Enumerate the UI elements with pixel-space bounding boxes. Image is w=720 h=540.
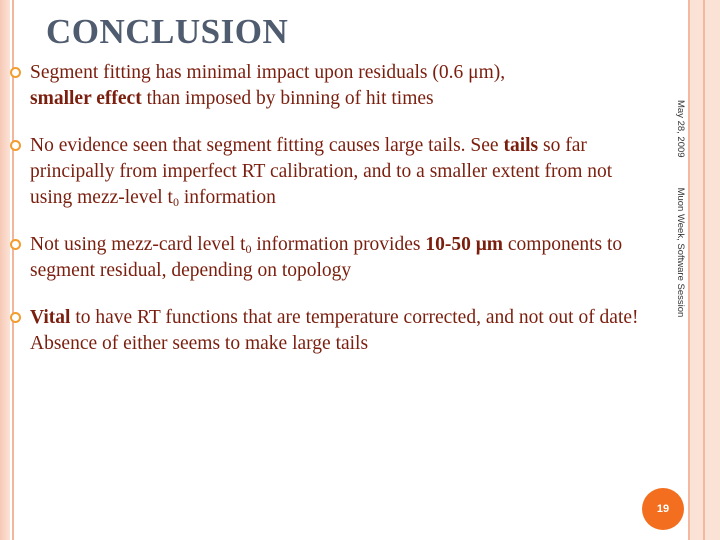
bullet-text: Segment fitting has minimal impact upon … — [30, 62, 506, 83]
footer-vertical-text: May 28, 2009 Muon Week, Software Session — [668, 100, 686, 370]
bullet-text: to have RT functions that are temperatur… — [30, 307, 639, 354]
bullet-text: No evidence seen that segment fitting ca… — [30, 135, 504, 156]
bullet-text: Not using mezz-card level t — [30, 234, 246, 255]
bullet-ring-icon — [10, 140, 21, 151]
bullet-text: components to segment residual, dependin… — [30, 234, 623, 281]
bullet-bold-text: Vital — [30, 307, 71, 328]
subscript: 0 — [245, 242, 252, 256]
bullet-bold-text: 10-50 μm — [425, 234, 504, 255]
bullet-ring-icon — [10, 312, 21, 323]
bullet-item: Vital to have RT functions that are temp… — [10, 305, 654, 357]
bullet-item: Segment fitting has minimal impact upon … — [10, 60, 654, 112]
right-border-line — [688, 0, 690, 540]
right-border-panel — [690, 0, 720, 540]
page-number-badge: 19 — [642, 488, 684, 530]
bullet-bold-text: smaller effect — [30, 88, 142, 109]
bullet-text: so far principally from imperfect RT cal… — [30, 135, 613, 208]
footer-date: May 28, 2009 — [675, 100, 686, 158]
slide-title: CONCLUSION — [46, 12, 289, 51]
left-border-line — [12, 0, 14, 540]
footer-event: Muon Week, Software Session — [675, 187, 686, 318]
subscript: 0 — [172, 195, 179, 209]
bullet-list: Segment fitting has minimal impact upon … — [10, 60, 654, 378]
right-border-line-inner — [703, 0, 705, 540]
bullet-item: No evidence seen that segment fitting ca… — [10, 133, 654, 211]
bullet-item: Not using mezz-card level t0 information… — [10, 232, 654, 284]
bullet-text: than imposed by binning of hit times — [141, 88, 434, 109]
bullet-ring-icon — [10, 239, 21, 250]
bullet-text: information — [178, 187, 276, 208]
bullet-bold-text: tails — [503, 135, 539, 156]
bullet-text: information provides — [251, 234, 426, 255]
bullet-ring-icon — [10, 67, 21, 78]
left-border-stripe — [0, 0, 10, 540]
